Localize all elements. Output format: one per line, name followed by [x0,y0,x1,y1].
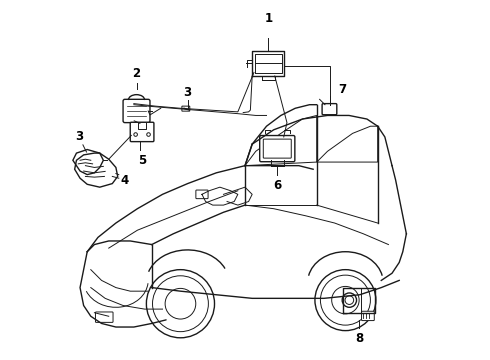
FancyBboxPatch shape [196,190,208,199]
Text: 1: 1 [264,12,272,25]
Text: 3: 3 [75,130,83,143]
FancyBboxPatch shape [362,311,374,320]
Text: 8: 8 [355,332,363,345]
Text: 6: 6 [273,179,281,192]
Text: 5: 5 [138,154,146,167]
Text: 7: 7 [338,83,346,96]
FancyBboxPatch shape [260,135,295,162]
FancyBboxPatch shape [130,122,154,141]
Text: 3: 3 [184,86,192,99]
Text: 2: 2 [132,67,141,80]
Text: 4: 4 [120,174,128,186]
FancyBboxPatch shape [123,99,150,123]
FancyBboxPatch shape [263,139,291,158]
FancyBboxPatch shape [182,106,190,111]
FancyBboxPatch shape [96,312,113,322]
FancyBboxPatch shape [322,104,337,115]
